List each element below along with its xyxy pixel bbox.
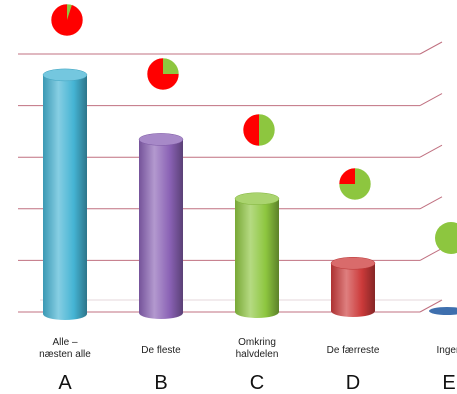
gridline-depth [419,299,443,313]
gridline-depth [419,247,443,261]
pie-rest [435,222,457,254]
bar-C [235,198,279,318]
bar-E [429,307,457,315]
bar-top-A [42,68,88,82]
gridline-depth [419,144,443,158]
pie-C [242,113,276,147]
category-letter-E: E [442,372,455,394]
category-label-B: De fleste [141,345,181,356]
pie-markers [50,3,457,254]
pie-part [339,168,355,184]
gridline-depth [419,93,443,107]
bar-B [139,139,183,319]
category-label-C: halvdelen [236,349,279,360]
category-letter-B: B [154,372,167,394]
bar-A [43,74,87,321]
pie-outline [146,57,180,91]
pie-outline [242,113,276,147]
category-label-A: Alle – [52,337,77,348]
bars [42,68,457,321]
category-letter-C: C [250,372,264,394]
category-letter-A: A [58,372,72,394]
category-letter-D: D [346,372,360,394]
pie-part [243,114,259,146]
bar-top-C [234,192,280,205]
pie-E [435,222,457,254]
pie-part [147,58,179,90]
bar-top-D [330,256,376,270]
category-labels: Alle –næsten alle A De fleste B Omkringhalvd… [39,337,457,394]
pie-outline [50,3,84,37]
pie-outline [338,167,372,201]
bar-D [331,263,375,317]
category-label-C: Omkring [238,337,276,348]
pie-A [50,3,84,37]
gridline-depth [419,196,443,210]
bar-top-B [138,133,184,146]
pie-D [338,167,372,201]
category-label-E: Ingen [436,345,457,356]
pie-part [51,4,83,36]
gridline-depth [419,41,443,55]
pie-B [146,57,180,91]
category-label-A: næsten alle [39,349,91,360]
category-label-D: De færreste [327,345,380,356]
